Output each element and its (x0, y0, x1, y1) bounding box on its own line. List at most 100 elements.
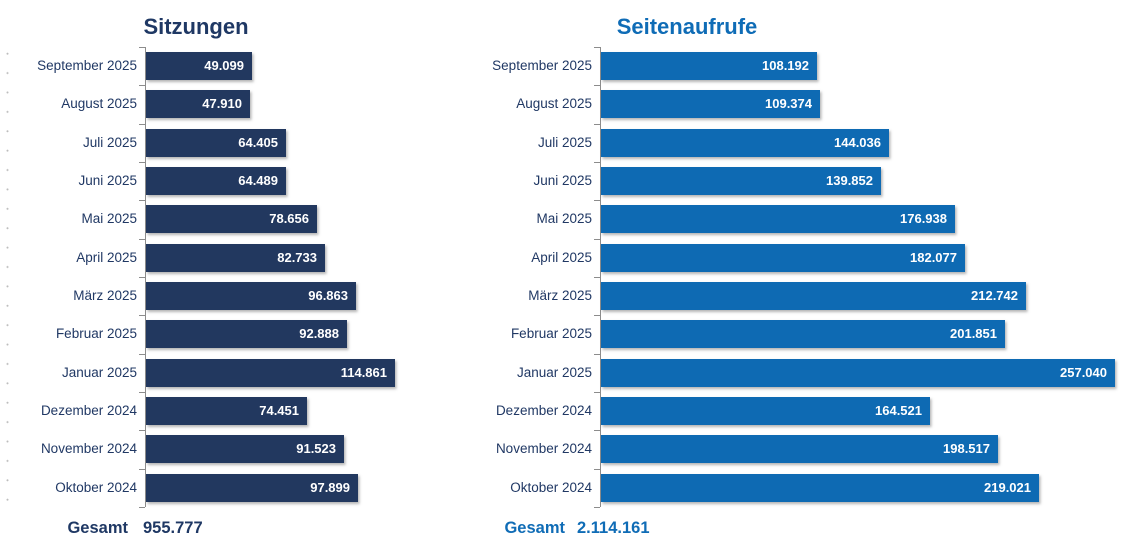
bar-value-label: 144.036 (834, 134, 881, 150)
axis-tick (594, 238, 600, 240)
bar-value-label: 74.451 (259, 403, 299, 419)
category-label: März 2025 (73, 288, 137, 304)
bar: 109.374 (601, 90, 820, 119)
axis-tick (139, 47, 145, 48)
bar-value-label: 212.742 (971, 288, 1018, 304)
bar: 201.851 (601, 320, 1005, 349)
bar: 139.852 (601, 167, 881, 196)
category-label: Juni 2025 (533, 173, 592, 189)
y-axis-line (145, 47, 146, 507)
total-value: 2.114.161 (577, 519, 650, 537)
category-label: Februar 2025 (55, 326, 137, 342)
total-label: Gesamt (504, 519, 565, 537)
bar-value-label: 108.192 (762, 58, 809, 74)
bar-value-label: 64.489 (238, 173, 278, 189)
axis-tick (139, 353, 145, 355)
bar: 96.863 (146, 282, 356, 311)
category-label: Juli 2025 (82, 134, 137, 150)
bar-value-label: 164.521 (875, 403, 922, 419)
bar: 97.899 (146, 473, 358, 502)
axis-tick (594, 391, 600, 393)
bar: 64.405 (146, 128, 286, 157)
category-label: Dezember 2024 (495, 403, 592, 419)
bar-value-label: 219.021 (984, 479, 1031, 495)
axis-tick (594, 506, 600, 508)
bar: 144.036 (601, 128, 889, 157)
bar-value-label: 47.910 (202, 96, 242, 112)
bar: 64.489 (146, 167, 286, 196)
category-label: Mai 2025 (81, 211, 137, 227)
category-label: August 2025 (516, 96, 592, 112)
bar: 92.888 (146, 320, 347, 349)
bar-value-label: 82.733 (277, 249, 317, 265)
total-label: Gesamt (67, 519, 128, 537)
bar-value-label: 96.863 (308, 288, 348, 304)
bar-value-label: 91.523 (296, 441, 336, 457)
axis-tick (139, 506, 145, 508)
chart-title-sitzungen: Sitzungen (143, 14, 249, 39)
bar-value-label: 97.899 (310, 479, 350, 495)
axis-tick (139, 238, 145, 240)
bar: 91.523 (146, 435, 344, 464)
axis-tick (594, 200, 600, 202)
bar-value-label: 182.077 (910, 249, 957, 265)
bar: 82.733 (146, 243, 325, 272)
bar-value-label: 49.099 (204, 58, 244, 74)
bar: 49.099 (146, 52, 252, 81)
axis-tick (594, 315, 600, 317)
category-label: Januar 2025 (516, 364, 592, 380)
axis-tick (594, 161, 600, 163)
chart-seitenaufrufe: Seitenaufrufe September 2025 108.192 Augus… (440, 0, 1146, 554)
category-label: Juli 2025 (537, 134, 592, 150)
total-value: 955.777 (143, 519, 203, 537)
bar: 74.451 (146, 397, 307, 426)
axis-tick (139, 161, 145, 163)
category-label: April 2025 (531, 249, 592, 265)
bar: 47.910 (146, 90, 250, 119)
bar: 164.521 (601, 397, 930, 426)
axis-tick (139, 123, 145, 125)
bar: 212.742 (601, 282, 1026, 311)
chart-sitzungen: Sitzungen September 2025 49.099 August 202… (0, 0, 470, 554)
category-label: August 2025 (61, 96, 137, 112)
chart-title-seitenaufrufe: Seitenaufrufe (616, 14, 758, 39)
axis-tick (139, 430, 145, 432)
axis-tick (594, 123, 600, 125)
bar-value-label: 92.888 (299, 326, 339, 342)
category-label: Juni 2025 (78, 173, 137, 189)
bar-value-label: 198.517 (943, 441, 990, 457)
category-label: November 2024 (40, 441, 137, 457)
axis-tick (139, 200, 145, 202)
bar-value-label: 176.938 (900, 211, 947, 227)
bar: 114.861 (146, 358, 395, 387)
axis-tick (594, 468, 600, 470)
axis-tick (139, 85, 145, 87)
bar-value-label: 257.040 (1060, 364, 1107, 380)
left-edge-tick-dots (6, 44, 9, 516)
axis-tick (594, 353, 600, 355)
bar: 198.517 (601, 435, 998, 464)
axis-tick (594, 276, 600, 278)
axis-tick (594, 85, 600, 87)
axis-tick (594, 47, 600, 48)
category-label: April 2025 (76, 249, 137, 265)
axis-tick (139, 468, 145, 470)
bar-value-label: 139.852 (826, 173, 873, 189)
category-label: November 2024 (495, 441, 592, 457)
bar-value-label: 109.374 (765, 96, 812, 112)
category-label: März 2025 (528, 288, 592, 304)
bar: 176.938 (601, 205, 955, 234)
axis-tick (139, 391, 145, 393)
category-label: September 2025 (37, 58, 137, 74)
category-label: September 2025 (492, 58, 592, 74)
bar: 78.656 (146, 205, 317, 234)
y-axis-line (600, 47, 601, 507)
category-label: Januar 2025 (61, 364, 137, 380)
axis-tick (139, 276, 145, 278)
axis-tick (139, 315, 145, 317)
bar: 257.040 (601, 358, 1115, 387)
bar-value-label: 64.405 (238, 134, 278, 150)
bar: 182.077 (601, 243, 965, 272)
category-label: Mai 2025 (536, 211, 592, 227)
